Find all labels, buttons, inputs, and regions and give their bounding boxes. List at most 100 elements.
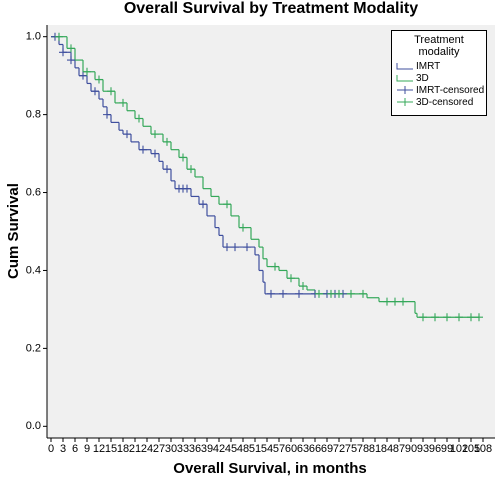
- censor-mark: [475, 313, 483, 322]
- censor-mark: [67, 56, 75, 65]
- x-tick-label: 0: [48, 443, 54, 455]
- censor-mark: [103, 110, 111, 119]
- x-tick-label: 51: [249, 443, 261, 455]
- chart-title: Overall Survival by Treatment Modality: [124, 0, 418, 17]
- censor-mark: [83, 67, 91, 76]
- legend-swatch-mark: [396, 63, 413, 70]
- x-tick-label: 102: [450, 443, 468, 455]
- x-tick-label: 27: [153, 443, 165, 455]
- censor-mark: [267, 289, 275, 298]
- x-tick-label: 84: [381, 443, 393, 455]
- censor-mark: [315, 289, 323, 298]
- x-axis-label: Overall Survival, in months: [173, 460, 366, 477]
- y-axis-label: Cum Survival: [5, 183, 22, 279]
- censor-mark: [199, 200, 207, 209]
- censor-mark: [123, 130, 131, 139]
- legend-swatch: [397, 98, 413, 106]
- x-tick-label: 6: [72, 443, 78, 455]
- censor-mark: [91, 87, 99, 96]
- x-tick-label: 45: [225, 443, 237, 455]
- censor-mark: [287, 274, 295, 283]
- x-tick-label: 105: [462, 443, 480, 455]
- x-tick-label: 78: [357, 443, 369, 455]
- x-tick-label: 63: [297, 443, 309, 455]
- censor-mark: [295, 289, 303, 298]
- censor-mark: [151, 149, 159, 158]
- y-tick-label: 0.4: [26, 264, 41, 276]
- legend-entry: 3D-censored: [392, 96, 486, 108]
- censor-mark: [67, 44, 75, 53]
- censor-mark: [163, 137, 171, 146]
- legend-swatch-mark: [397, 86, 413, 94]
- x-tick-label: 18: [117, 443, 129, 455]
- x-tick-label: 99: [441, 443, 453, 455]
- censor-mark: [163, 165, 171, 174]
- legend-label: 3D-censored: [416, 96, 474, 108]
- censor-mark: [383, 297, 391, 306]
- x-tick-label: 24: [141, 443, 153, 455]
- censor-mark: [183, 184, 191, 193]
- censor-mark: [467, 313, 475, 322]
- censor-mark: [59, 48, 67, 57]
- censor-mark: [79, 71, 87, 80]
- censor-mark: [335, 289, 343, 298]
- censor-mark: [299, 282, 307, 291]
- legend-swatch: [396, 75, 413, 82]
- x-tick-label: 54: [261, 443, 273, 455]
- x-tick-label: 57: [273, 443, 285, 455]
- x-tick-label: 21: [129, 443, 141, 455]
- censor-mark: [399, 297, 407, 306]
- censor-mark: [243, 243, 251, 252]
- censor-mark: [359, 289, 367, 298]
- censor-mark: [419, 313, 427, 322]
- censor-mark: [179, 153, 187, 162]
- legend-label: IMRT-censored: [416, 84, 485, 96]
- censor-mark: [455, 313, 463, 322]
- x-tick-label: 93: [417, 443, 429, 455]
- legend-swatch: [396, 63, 413, 70]
- x-tick-label: 72: [333, 443, 345, 455]
- censor-mark: [271, 262, 279, 271]
- x-tick-label: 96: [429, 443, 441, 455]
- x-tick-label: 30: [165, 443, 177, 455]
- censor-mark: [95, 75, 103, 84]
- censor-mark: [107, 87, 115, 96]
- legend-swatch-mark: [397, 98, 413, 106]
- x-tick-label: 39: [201, 443, 213, 455]
- censor-mark: [327, 289, 335, 298]
- censor-mark: [187, 165, 195, 174]
- y-tick-label: 0.8: [26, 109, 41, 121]
- censor-mark: [135, 114, 143, 123]
- legend-title: Treatment modality: [414, 34, 464, 58]
- legend-swatch: [397, 86, 413, 94]
- censor-mark: [223, 200, 231, 209]
- censor-mark: [151, 130, 159, 139]
- legend-entry: IMRT: [392, 60, 486, 72]
- x-tick-label: 108: [474, 443, 492, 455]
- x-tick-label: 60: [285, 443, 297, 455]
- censor-mark: [55, 32, 63, 41]
- censor-mark: [119, 98, 127, 107]
- censor-mark: [391, 297, 399, 306]
- censor-mark: [347, 289, 355, 298]
- x-tick-label: 48: [237, 443, 249, 455]
- x-tick-label: 12: [93, 443, 105, 455]
- legend-label: IMRT: [416, 60, 441, 72]
- censor-mark: [279, 289, 287, 298]
- y-tick-label: 0.6: [26, 186, 41, 198]
- censor-mark: [223, 243, 231, 252]
- x-tick-label: 69: [321, 443, 333, 455]
- legend-label: 3D: [416, 72, 429, 84]
- legend-entry: IMRT-censored: [392, 84, 486, 96]
- x-tick-label: 66: [309, 443, 321, 455]
- legend-entry: 3D: [392, 72, 486, 84]
- x-tick-label: 9: [84, 443, 90, 455]
- censor-mark: [443, 313, 451, 322]
- x-tick-label: 36: [189, 443, 201, 455]
- x-tick-label: 90: [405, 443, 417, 455]
- legend-swatch-mark: [396, 75, 413, 82]
- x-tick-label: 75: [345, 443, 357, 455]
- censor-mark: [431, 313, 439, 322]
- censor-mark: [139, 145, 147, 154]
